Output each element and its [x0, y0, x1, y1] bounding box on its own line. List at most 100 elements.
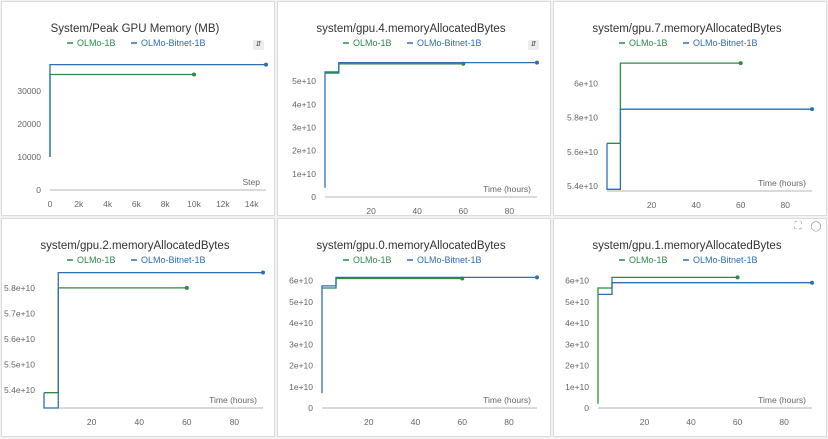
legend-label: OLMo-Bitnet-1B [693, 38, 758, 48]
x-tick-label: 80 [504, 417, 514, 427]
legend-label: OLMo-Bitnet-1B [141, 38, 206, 48]
chart-title: system/gpu.1.memoryAllocatedBytes [592, 240, 781, 252]
y-tick-label: 6e+10 [565, 276, 589, 286]
series-line [598, 282, 812, 296]
y-tick-label: 1e+10 [289, 382, 313, 392]
chart-panel-1: system/gpu.4.memoryAllocatedBytes OLMo-1B… [277, 1, 551, 216]
x-tick-label: 4k [103, 199, 113, 209]
series-endpoint [735, 275, 740, 280]
chart-panel-4: system/gpu.0.memoryAllocatedBytes OLMo-1B… [277, 218, 551, 437]
x-axis-label: Time (hours) [758, 178, 806, 188]
y-tick-label: 5e+10 [289, 297, 313, 307]
y-tick-label: 5e+10 [292, 76, 316, 86]
x-tick-label: 40 [686, 417, 696, 427]
series-endpoint [738, 61, 743, 66]
x-tick-label: 14k [245, 199, 259, 209]
legend-label: OLMo-1B [77, 38, 116, 48]
x-tick-label: 20 [364, 417, 374, 427]
legend-toggle-icon[interactable]: ⇵ [528, 40, 539, 50]
y-tick-label: 30000 [17, 86, 41, 96]
x-tick-label: 60 [182, 417, 192, 427]
y-tick-label: 10000 [17, 152, 41, 162]
x-tick-label: 60 [459, 206, 469, 216]
legend-label: OLMo-Bitnet-1B [417, 255, 482, 265]
y-tick-label: 5.6e+10 [4, 334, 35, 344]
x-tick-label: 60 [733, 417, 743, 427]
series-line [597, 276, 738, 404]
chart-panel-3: system/gpu.2.memoryAllocatedBytes OLMo-1B… [1, 218, 275, 437]
y-tick-label: 4e+10 [565, 318, 589, 328]
legend: OLMo-1B OLMo-Bitnet-1B [619, 255, 758, 265]
chart-svg-1: system/gpu.4.memoryAllocatedBytes OLMo-1B… [292, 23, 539, 216]
series-endpoint [535, 60, 539, 65]
series-line [43, 271, 263, 409]
y-tick-label: 5.4e+10 [4, 385, 35, 395]
series-line [324, 61, 537, 188]
chart-title: System/Peak GPU Memory (MB) [51, 23, 220, 35]
y-tick-label: 5.6e+10 [567, 147, 598, 157]
y-tick-label: 5.8e+10 [567, 113, 598, 123]
chart-svg-3: system/gpu.2.memoryAllocatedBytes OLMo-1B… [4, 240, 265, 427]
x-tick-label: 2k [74, 199, 84, 209]
series-endpoint [184, 285, 189, 290]
series-endpoint [535, 275, 539, 280]
legend: OLMo-1B OLMo-Bitnet-1B [619, 38, 758, 48]
x-tick-label: 60 [457, 417, 467, 427]
y-tick-label: 5e+10 [565, 297, 589, 307]
series-endpoint [810, 280, 814, 285]
y-tick-label: 6e+10 [289, 276, 313, 286]
legend-label: OLMo-1B [353, 38, 392, 48]
legend: OLMo-1B OLMo-Bitnet-1B [343, 255, 482, 265]
y-tick-label: 20000 [17, 119, 41, 129]
comment-icon[interactable]: ◯ [810, 221, 822, 232]
x-tick-label: 20 [366, 206, 376, 216]
y-tick-label: 0 [36, 185, 41, 195]
series-line [44, 287, 187, 394]
y-tick-label: 5.4e+10 [567, 181, 598, 191]
chart-title: system/gpu.0.memoryAllocatedBytes [316, 240, 505, 252]
y-tick-label: 2e+10 [565, 361, 589, 371]
x-tick-label: 0 [48, 199, 53, 209]
y-tick-label: 3e+10 [292, 123, 316, 133]
series-line [49, 63, 266, 157]
series-line [607, 62, 741, 144]
chart-title: system/gpu.2.memoryAllocatedBytes [40, 240, 229, 252]
x-tick-label: 80 [505, 206, 515, 216]
y-tick-label: 5.7e+10 [4, 308, 35, 318]
y-tick-label: 1e+10 [565, 382, 589, 392]
y-tick-label: 6e+10 [574, 79, 598, 89]
y-tick-label: 4e+10 [292, 99, 316, 109]
panel-tools: ⛶ ◯ [784, 221, 824, 235]
series-endpoint [810, 107, 814, 112]
x-tick-label: 20 [647, 200, 657, 210]
series-endpoint [264, 62, 268, 67]
series-endpoint [261, 270, 265, 275]
y-tick-label: 0 [308, 403, 313, 413]
y-tick-label: 3e+10 [565, 339, 589, 349]
legend-label: OLMo-1B [629, 38, 668, 48]
x-tick-label: 60 [736, 200, 746, 210]
expand-icon[interactable]: ⛶ [794, 221, 802, 232]
x-axis-label: Time (hours) [758, 395, 806, 405]
y-tick-label: 4e+10 [289, 318, 313, 328]
y-tick-label: 0 [584, 403, 589, 413]
x-axis-label: Step [243, 177, 261, 187]
y-tick-label: 3e+10 [289, 339, 313, 349]
series-line [49, 73, 194, 157]
chart-svg-5: system/gpu.1.memoryAllocatedBytes OLMo-1B… [565, 240, 814, 427]
chart-title: system/gpu.7.memoryAllocatedBytes [592, 23, 781, 35]
chart-svg-0: System/Peak GPU Memory (MB) OLMo-1B OLMo-B… [17, 23, 268, 209]
x-tick-label: 40 [134, 417, 144, 427]
x-tick-label: 8k [161, 199, 171, 209]
x-tick-label: 10k [187, 199, 201, 209]
x-tick-label: 80 [779, 417, 789, 427]
chart-panel-5: system/gpu.1.memoryAllocatedBytes OLMo-1B… [553, 218, 827, 437]
series-line [325, 63, 464, 74]
x-tick-label: 20 [87, 417, 97, 427]
x-tick-label: 40 [691, 200, 701, 210]
chart-svg-4: system/gpu.0.memoryAllocatedBytes OLMo-1B… [289, 240, 539, 427]
x-axis-label: Time (hours) [483, 184, 531, 194]
series-endpoint [192, 72, 196, 77]
legend-toggle-icon[interactable]: ⇵ [253, 40, 264, 50]
legend: OLMo-1B OLMo-Bitnet-1B [343, 38, 482, 48]
